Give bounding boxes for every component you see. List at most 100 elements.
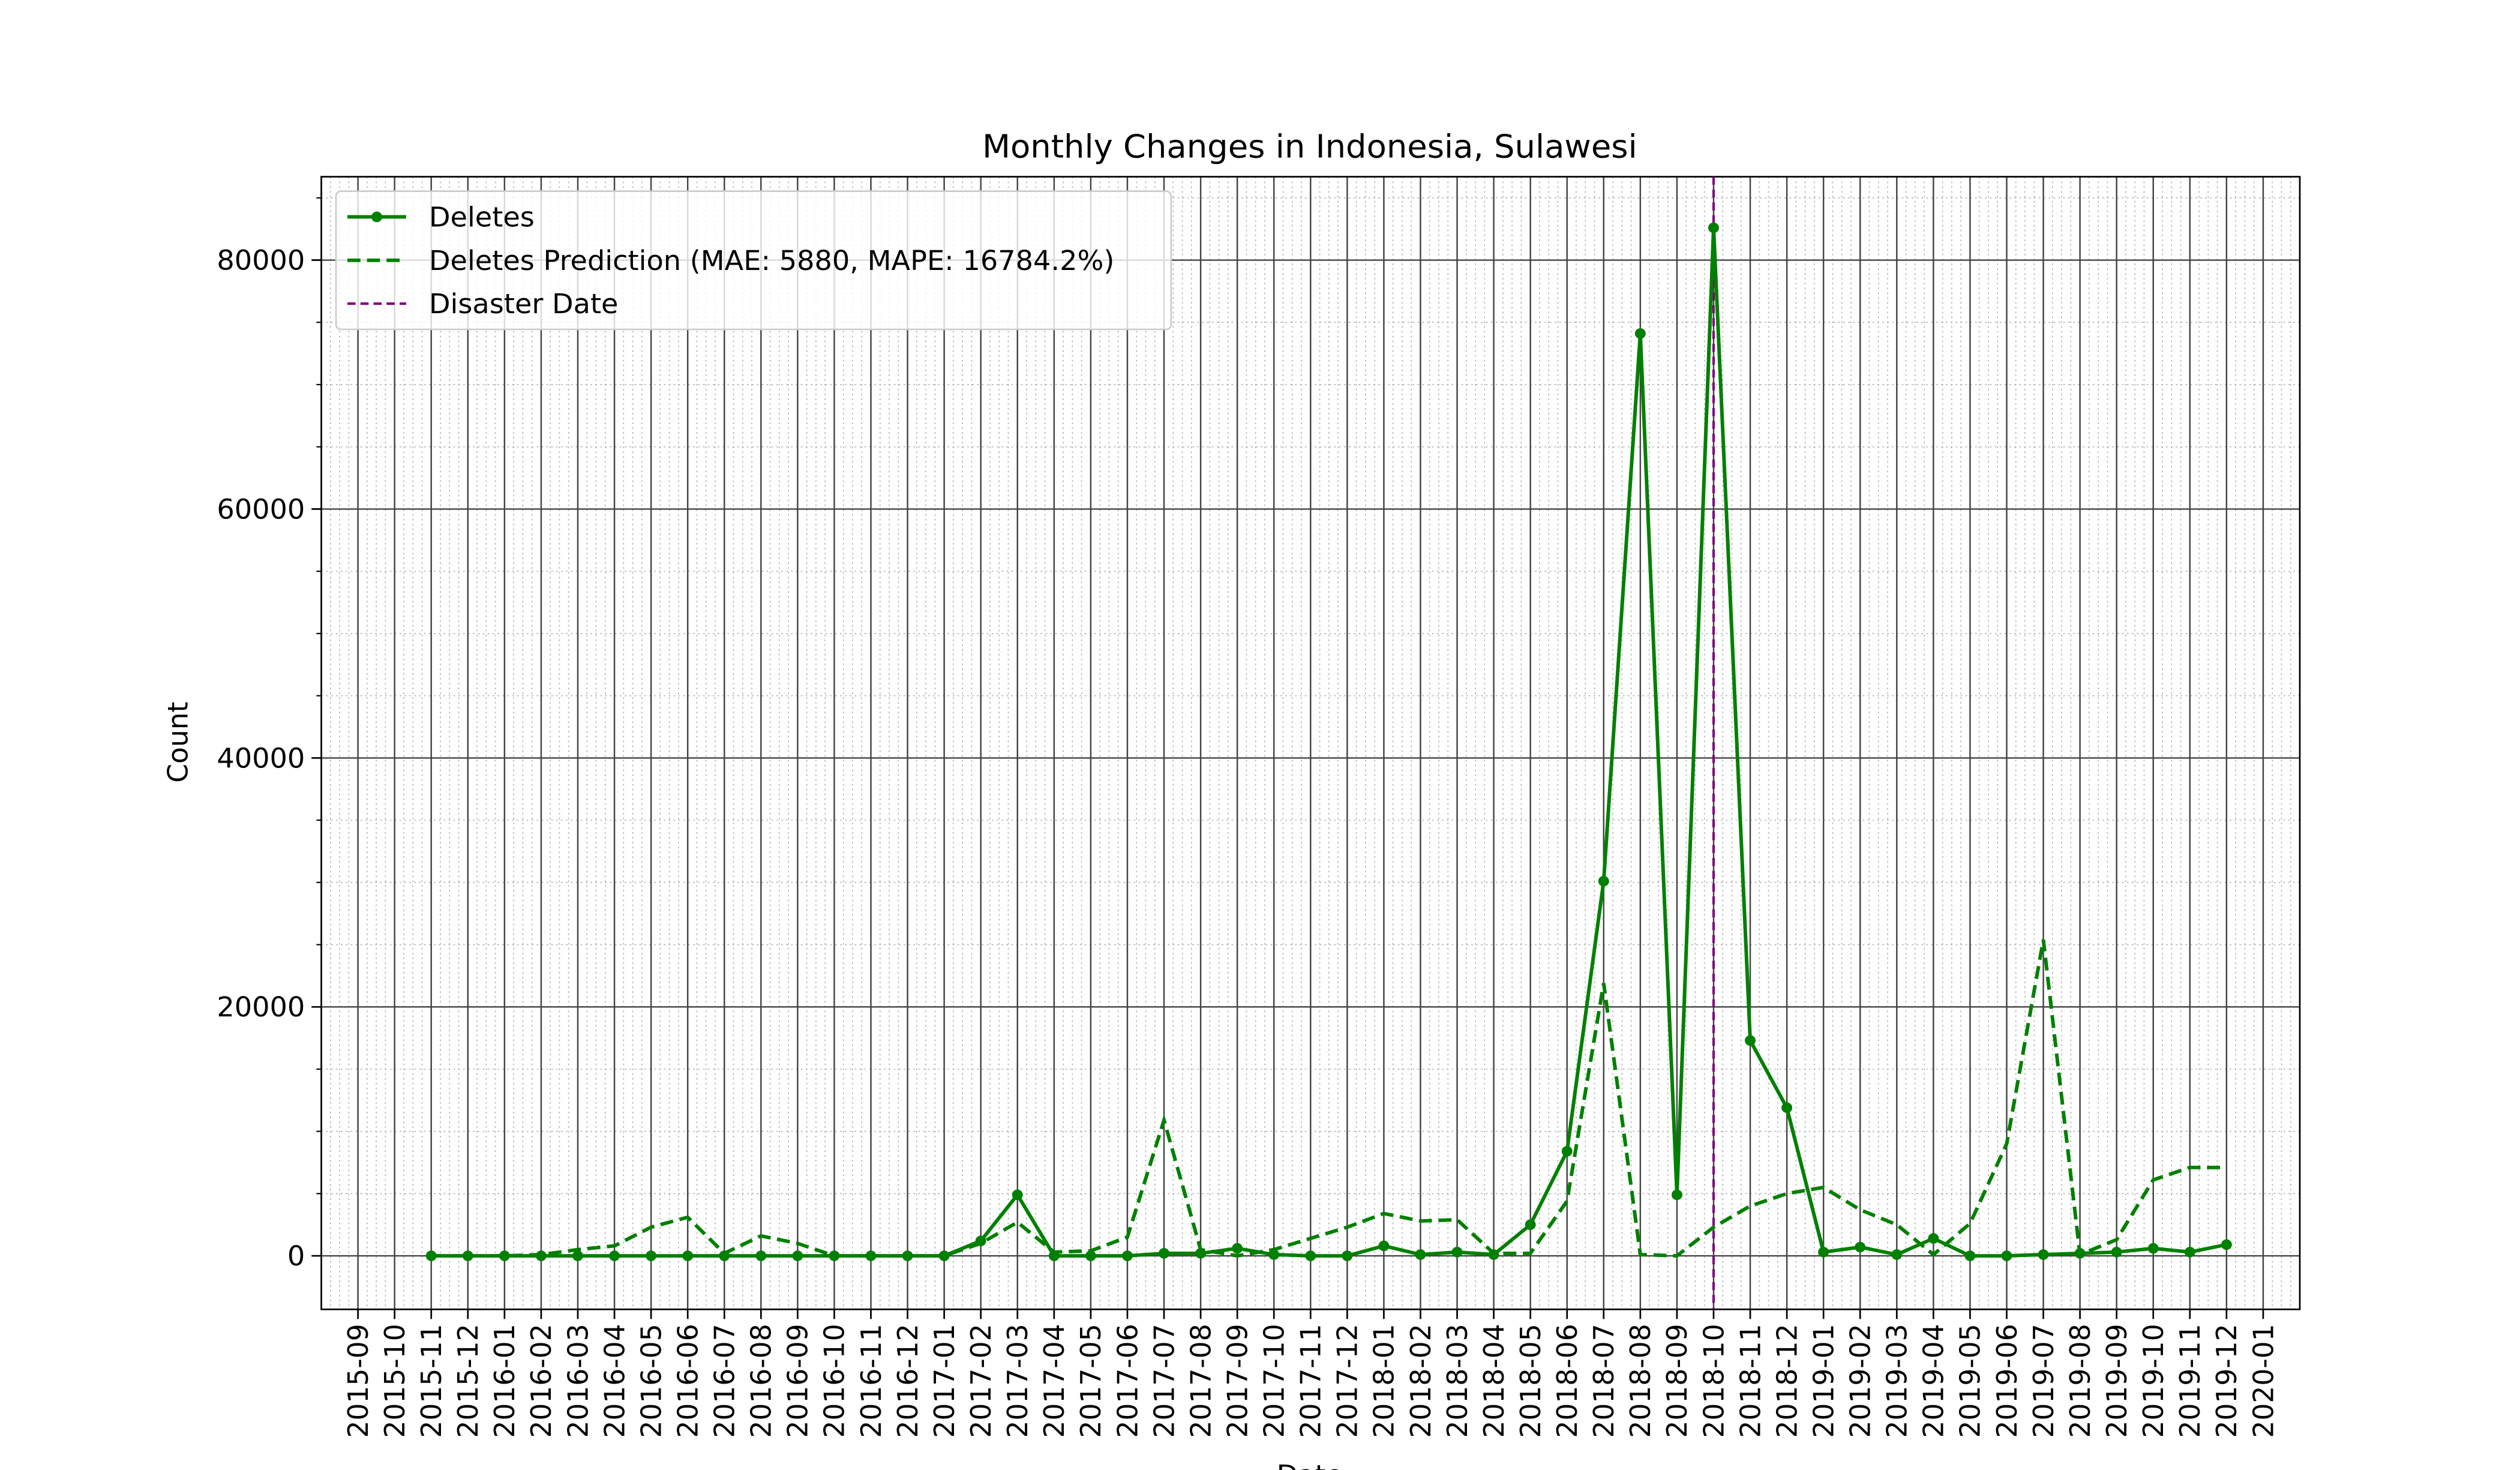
plot-frame [320,176,2301,1310]
legend-box [335,190,1172,331]
x-tick-label: 2017-11 [1294,1324,1327,1438]
y-tick-label: 60000 [217,493,305,526]
x-tick-label: 2017-03 [1001,1324,1034,1438]
x-tick-label: 2016-12 [892,1324,924,1438]
x-tick-label: 2016-03 [562,1324,594,1438]
x-tick-label: 2015-09 [342,1324,374,1438]
point [609,1250,620,1261]
x-tick-label: 2018-09 [1661,1324,1693,1438]
x-tick-label: 2016-08 [745,1324,777,1438]
x-tick-label: 2019-08 [2064,1324,2096,1438]
x-tick-label: 2020-01 [2247,1324,2279,1438]
x-tick-label: 2016-07 [708,1324,740,1438]
x-tick-label: 2018-10 [1697,1324,1730,1438]
point [1159,1248,1169,1259]
x-tick-label: 2017-12 [1331,1324,1363,1438]
x-tick-label: 2018-04 [1478,1324,1510,1438]
point [755,1250,767,1261]
point [499,1250,510,1261]
point [1745,1035,1756,1046]
point [2001,1250,2012,1261]
x-tick-label: 2017-06 [1111,1324,1144,1438]
point [1671,1189,1682,1201]
point [2111,1246,2122,1258]
point [902,1250,913,1261]
x-tick-label: 2016-10 [818,1324,850,1438]
point [1928,1233,1939,1244]
point [1855,1241,1866,1253]
point [2221,1239,2232,1250]
x-tick-label: 2019-01 [1807,1324,1840,1438]
series-line [431,227,2227,1258]
x-tick-label: 2019-07 [2027,1324,2060,1438]
y-tick-label: 80000 [217,244,305,277]
chart-title: Monthly Changes in Indonesia, Sulawesi [982,128,1637,166]
x-tick-label: 2018-07 [1588,1324,1620,1438]
point [1012,1189,1023,1201]
point [792,1250,803,1261]
x-tick-label: 2017-05 [1075,1324,1107,1438]
y-tick-label: 40000 [217,742,305,775]
legend-label: Deletes Prediction (MAE: 5880, MAPE: 167… [429,244,1115,277]
x-tick-label: 2018-05 [1514,1324,1547,1438]
x-tick-label: 2018-12 [1771,1324,1803,1438]
x-tick-label: 2019-09 [2101,1324,2133,1438]
x-tick-label: 2016-01 [488,1324,521,1438]
point [2184,1246,2195,1258]
x-tick-label: 2017-10 [1258,1324,1290,1438]
point [1085,1250,1096,1261]
x-tick-label: 2016-02 [525,1324,557,1438]
x-axis-label: Date [1277,1459,1343,1470]
point [1891,1249,1903,1260]
point [1268,1249,1280,1260]
x-tick-label: 2019-11 [2174,1324,2206,1438]
point [1378,1240,1390,1252]
x-tick-label: 2017-07 [1148,1324,1180,1438]
series-line [431,939,2227,1258]
point [1232,1243,1243,1254]
x-tick-label: 2019-05 [1954,1324,1986,1438]
y-tick-label: 20000 [217,991,305,1024]
point [1598,875,1609,887]
point [1708,222,1719,233]
legend-label: Disaster Date [429,287,619,320]
point [1964,1250,1976,1261]
point [1415,1249,1426,1260]
x-tick-label: 2019-10 [2137,1324,2170,1438]
point [1121,1250,1133,1261]
legend-marker [371,211,382,223]
point [1561,1145,1573,1157]
point [646,1250,657,1261]
point [2147,1243,2159,1254]
point [572,1250,583,1261]
point [1781,1102,1793,1114]
x-tick-label: 2019-06 [1990,1324,2023,1438]
y-axis-label: Count [161,701,194,782]
point [682,1250,694,1261]
x-tick-label: 2017-09 [1221,1324,1253,1438]
point [1305,1250,1316,1261]
y-tick-label: 0 [287,1240,305,1272]
x-tick-label: 2017-04 [1038,1324,1070,1438]
x-tick-label: 2017-08 [1184,1324,1217,1438]
x-tick-label: 2018-08 [1624,1324,1657,1438]
x-tick-label: 2017-02 [965,1324,997,1438]
x-tick-label: 2018-11 [1734,1324,1766,1438]
point [865,1250,877,1261]
x-tick-label: 2018-02 [1404,1324,1436,1438]
x-tick-label: 2016-05 [635,1324,667,1438]
legend-label: Deletes [429,201,535,233]
point [1634,328,1646,339]
x-tick-label: 2018-03 [1441,1324,1474,1438]
point [1818,1246,1829,1258]
point [1525,1219,1536,1231]
point [938,1250,950,1261]
x-tick-label: 2018-01 [1367,1324,1400,1438]
x-tick-label: 2016-06 [671,1324,704,1438]
point [1451,1246,1463,1258]
x-tick-label: 2015-10 [379,1324,411,1438]
x-tick-label: 2015-11 [415,1324,448,1438]
x-tick-label: 2015-12 [452,1324,484,1438]
x-tick-label: 2016-04 [598,1324,631,1438]
